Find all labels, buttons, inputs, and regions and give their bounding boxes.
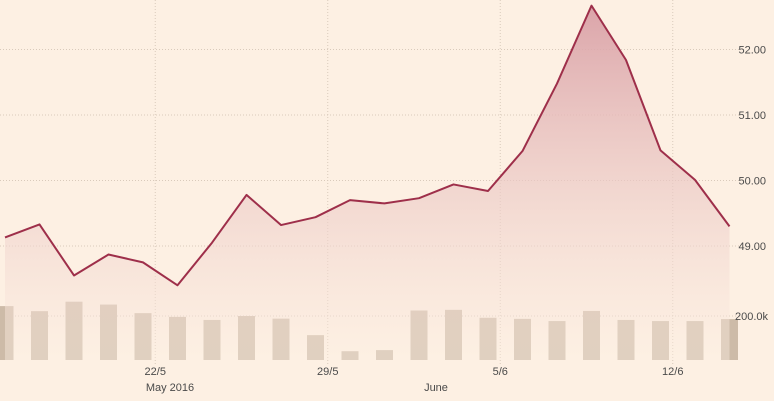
price-line [4,4,731,287]
x-tick-label-0: 22/5 [145,366,166,378]
x-tick-label-1: 29/5 [317,366,338,378]
price-series-line [4,4,731,287]
x-period-label-1: June [424,382,448,394]
price-point-17 [590,4,594,8]
x-tick-label-2: 5/6 [493,366,508,378]
price-point-0 [3,235,7,239]
price-tick-label-3: 52.00 [738,45,766,57]
price-point-14 [486,189,490,193]
price-point-4 [141,260,145,264]
price-axis: 49.00 50.00 51.00 52.00 [738,45,766,254]
x-tick-label-3: 12/6 [662,366,683,378]
x-period-label-0: May 2016 [146,382,194,394]
volume-axis: 200.0k [735,311,769,323]
price-area [5,5,730,361]
price-point-5 [176,283,180,287]
price-point-10 [348,198,352,202]
time-axis: 22/5 29/5 5/6 12/6 May 2016 June [145,366,684,394]
price-tick-label-1: 50.00 [738,176,766,188]
price-point-19 [659,148,663,152]
price-point-18 [624,58,628,62]
price-tick-label-2: 51.00 [738,110,766,122]
price-area-fill [5,5,730,361]
price-point-21 [728,224,732,228]
price-point-12 [417,196,421,200]
price-point-7 [245,193,249,197]
price-point-2 [72,273,76,277]
price-tick-label-0: 49.00 [738,241,766,253]
price-point-9 [314,215,318,219]
price-point-8 [279,223,283,227]
price-point-13 [452,182,456,186]
price-point-20 [693,178,697,182]
price-point-1 [38,222,42,226]
price-point-6 [210,241,214,245]
price-point-3 [107,253,111,257]
volume-tick-label-0: 200.0k [735,311,769,323]
price-point-11 [383,201,387,205]
price-point-15 [521,149,525,153]
price-point-16 [555,82,559,86]
